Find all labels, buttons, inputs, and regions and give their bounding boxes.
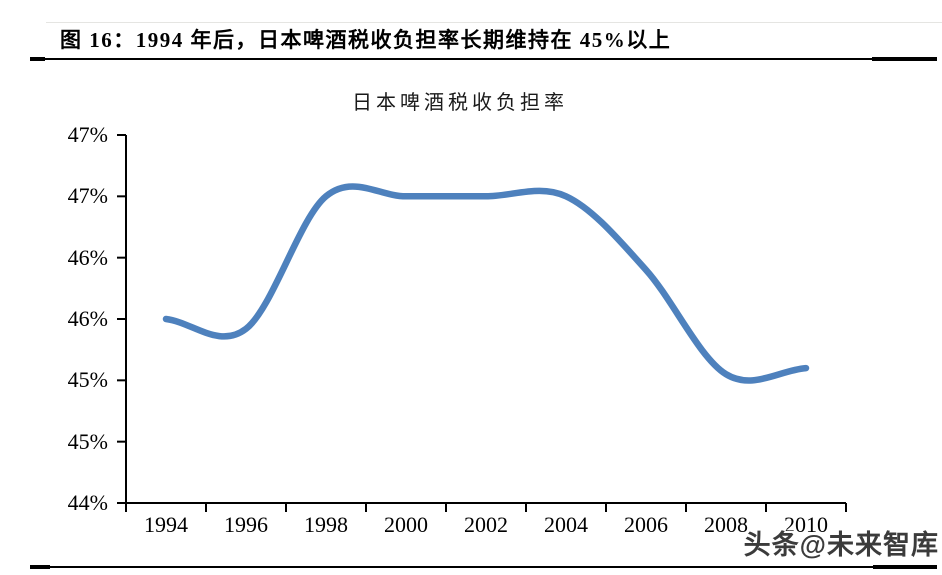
bottom-divider-left-cap xyxy=(30,565,50,569)
title-divider xyxy=(30,58,937,60)
bottom-divider-right-cap xyxy=(873,565,937,569)
chart-title: 日本啤酒税收负担率 xyxy=(352,92,568,114)
x-axis-tick-label: 2008 xyxy=(704,512,748,537)
x-axis-tick-label: 2004 xyxy=(544,512,588,537)
tax-burden-rate-line xyxy=(162,183,810,384)
y-axis-tick-label: 46% xyxy=(67,244,108,270)
x-axis-tick-label: 2006 xyxy=(624,512,668,537)
y-axis-tick-label: 45% xyxy=(67,428,108,454)
y-axis-tick-label: 47% xyxy=(67,122,108,147)
y-axis-tick-label: 45% xyxy=(67,367,108,393)
y-axis-tick-label: 44% xyxy=(67,490,108,515)
x-axis-tick-label: 1996 xyxy=(224,512,268,537)
watermark: 头条@未来智库 xyxy=(743,530,939,560)
x-axis-tick-label: 2002 xyxy=(464,512,508,537)
x-axis-tick-label: 1998 xyxy=(304,512,348,537)
figure-caption: 图 16：1994 年后，日本啤酒税收负担率长期维持在 45%以上 xyxy=(60,28,672,52)
title-divider-right-cap xyxy=(872,57,937,61)
title-divider-left-cap xyxy=(30,57,45,61)
bottom-divider xyxy=(30,566,937,568)
y-axis-tick-label: 46% xyxy=(67,306,108,331)
x-axis-tick-label: 2010 xyxy=(784,512,828,537)
page-top-hairline xyxy=(46,22,942,23)
x-axis-tick-label: 2000 xyxy=(384,512,428,537)
y-axis-tick-label: 47% xyxy=(67,183,108,209)
x-axis-tick-label: 1994 xyxy=(144,512,188,537)
